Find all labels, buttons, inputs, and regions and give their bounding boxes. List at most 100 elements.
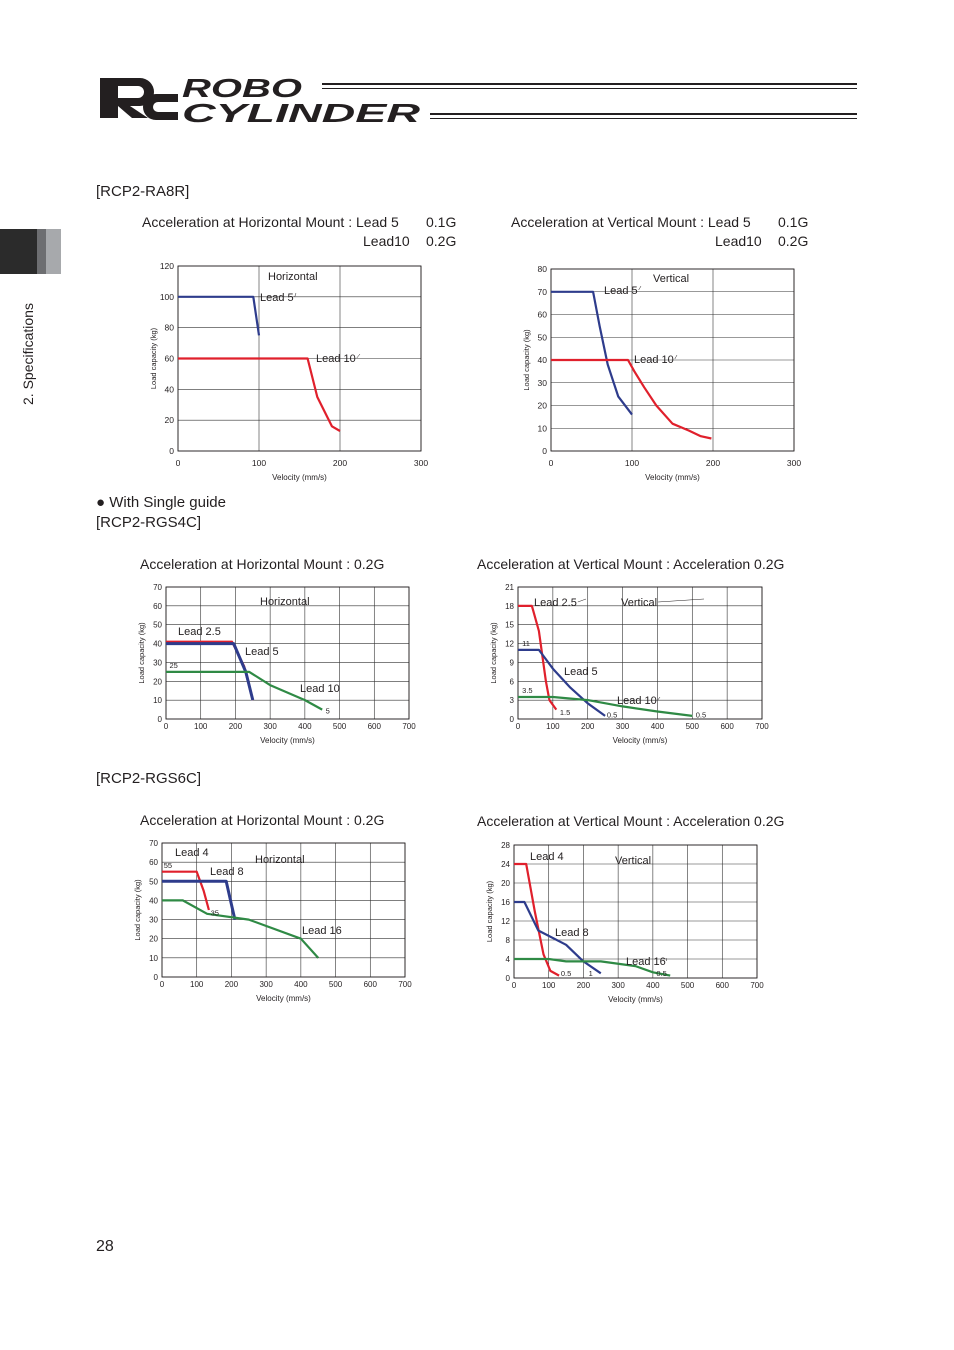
x-tick-label: 400 xyxy=(298,722,312,731)
y-tick-label: 80 xyxy=(165,323,175,333)
y-axis-label: Load capacity (kg) xyxy=(137,622,146,684)
y-tick-label: 80 xyxy=(538,264,548,274)
value-annotation: 35 xyxy=(211,909,219,918)
series-line-lead-10 xyxy=(178,357,341,432)
y-tick-label: 18 xyxy=(505,602,514,611)
series-label-lead-10: Lead 10 xyxy=(316,353,356,365)
y-axis-label: Load capacity (kg) xyxy=(133,879,142,941)
series-line-lead-10 xyxy=(166,670,323,711)
title-leader xyxy=(658,598,705,603)
label-leader xyxy=(294,292,297,298)
y-tick-label: 10 xyxy=(153,696,162,705)
x-tick-label: 500 xyxy=(681,981,695,990)
x-tick-label: 200 xyxy=(333,458,347,468)
y-tick-label: 4 xyxy=(506,955,511,964)
value-annotation: 1.5 xyxy=(560,708,570,717)
series-line-lead-10 xyxy=(551,358,712,440)
series-label-lead-5: Lead 5 xyxy=(260,292,294,304)
value-annotation: 0.5 xyxy=(696,711,706,720)
y-tick-label: 12 xyxy=(501,917,510,926)
series-label-lead-4: Lead 4 xyxy=(530,851,564,863)
series-line-lead-4 xyxy=(514,862,560,977)
series-label-lead-16: Lead 16 xyxy=(626,956,666,968)
y-tick-label: 100 xyxy=(160,292,174,302)
plot-frame xyxy=(513,844,758,979)
x-tick-label: 200 xyxy=(706,458,720,468)
rgs6c-v-accel: Acceleration at Vertical Mount : Acceler… xyxy=(477,813,785,829)
series-line-lead-8 xyxy=(162,879,237,920)
section-single-guide: ● With Single guide xyxy=(96,494,226,511)
x-tick-label: 200 xyxy=(577,981,591,990)
x-tick-label: 100 xyxy=(542,981,556,990)
y-tick-label: 15 xyxy=(505,621,514,630)
x-tick-label: 300 xyxy=(611,981,625,990)
ra8r-h-accel-line1: Acceleration at Horizontal Mount : Lead … xyxy=(142,214,399,230)
svg-text:ROBO: ROBO xyxy=(182,74,302,103)
series-label-lead-10: Lead 10 xyxy=(300,683,340,695)
y-tick-label: 50 xyxy=(149,877,158,886)
page-number: 28 xyxy=(96,1238,114,1255)
x-tick-label: 0 xyxy=(549,458,554,468)
series-line-lead-16 xyxy=(162,899,320,959)
chapter-label: 2. Specifications xyxy=(20,303,36,405)
y-tick-label: 3 xyxy=(510,696,515,705)
series-line-lead-8 xyxy=(514,900,602,975)
value-annotation: 3.5 xyxy=(522,686,532,695)
y-tick-label: 40 xyxy=(165,384,175,394)
x-tick-label: 300 xyxy=(263,722,277,731)
y-tick-label: 40 xyxy=(153,640,162,649)
side-tab-stripe-light xyxy=(46,229,61,274)
section-title-ra8r: [RCP2-RA8R] xyxy=(96,183,190,200)
value-annotation: 55 xyxy=(164,861,172,870)
rc-logo-mark xyxy=(100,78,178,120)
y-tick-label: 30 xyxy=(153,658,162,667)
y-tick-label: 0 xyxy=(169,446,174,456)
x-tick-label: 500 xyxy=(333,722,347,731)
y-tick-label: 20 xyxy=(165,415,175,425)
rgs6c-h-accel: Acceleration at Horizontal Mount : 0.2G xyxy=(140,812,385,828)
ra8r-h-accel-line2: Lead10 xyxy=(363,233,410,249)
label-leader xyxy=(674,354,678,360)
label-leader xyxy=(356,353,361,359)
series-label-lead-10: Lead 10 xyxy=(634,354,674,366)
value-annotation: 0.5 xyxy=(607,711,617,720)
header-rule-top-2 xyxy=(322,88,857,89)
x-tick-label: 300 xyxy=(414,458,428,468)
x-tick-label: 0 xyxy=(516,722,521,731)
plot-area: 0 100 200 300 0 10 20 30 40 50 60 70 80 Velocity (mm/… xyxy=(522,264,801,482)
y-tick-label: 50 xyxy=(538,332,548,342)
rgs4c-h-accel: Acceleration at Horizontal Mount : 0.2G xyxy=(140,556,385,572)
ra8r-v-accel-line2: Lead10 xyxy=(715,233,762,249)
x-tick-label: 400 xyxy=(294,980,308,989)
x-tick-label: 400 xyxy=(646,981,660,990)
y-tick-label: 0 xyxy=(542,446,547,456)
series-label-lead-16: Lead 16 xyxy=(302,925,342,937)
y-axis-label: Load capacity (kg) xyxy=(149,327,158,389)
x-axis-label: Velocity (mm/s) xyxy=(645,473,700,482)
chart-rgs6c-horizontal: 0 100 200 300 400 500 600 700 0 10 20 30 40 50 60 70 Vel… xyxy=(102,833,425,1017)
x-tick-label: 300 xyxy=(616,722,630,731)
side-tab-block xyxy=(0,229,37,274)
y-tick-label: 60 xyxy=(153,602,162,611)
x-tick-label: 300 xyxy=(787,458,801,468)
y-tick-label: 60 xyxy=(538,310,548,320)
label-leader xyxy=(657,696,661,701)
value-annotation: 1 xyxy=(589,969,593,978)
chart-ra8r-vertical: 0 100 200 300 0 10 20 30 40 50 60 70 80 Velocity (mm/… xyxy=(491,259,814,491)
plot-area: 0 100 200 300 0 20 40 60 80 100 120 Velocity (mm/s)… xyxy=(149,261,428,482)
x-tick-label: 700 xyxy=(755,722,769,731)
x-axis-label: Velocity (mm/s) xyxy=(608,995,663,1004)
series-label-lead-2-5: Lead 2.5 xyxy=(534,597,577,609)
y-tick-label: 20 xyxy=(501,879,510,888)
y-tick-label: 30 xyxy=(149,916,158,925)
x-tick-label: 600 xyxy=(364,980,378,989)
series-label-lead-8: Lead 8 xyxy=(210,866,244,878)
x-tick-label: 600 xyxy=(720,722,734,731)
header-rule-bottom-2 xyxy=(430,118,857,119)
x-axis-label: Velocity (mm/s) xyxy=(613,736,668,745)
x-axis-label: Velocity (mm/s) xyxy=(260,736,315,745)
y-tick-label: 70 xyxy=(153,583,162,592)
robo-cylinder-wordmark: ROBO CYLINDER xyxy=(182,74,420,128)
y-tick-label: 0 xyxy=(158,715,163,724)
x-tick-label: 100 xyxy=(194,722,208,731)
